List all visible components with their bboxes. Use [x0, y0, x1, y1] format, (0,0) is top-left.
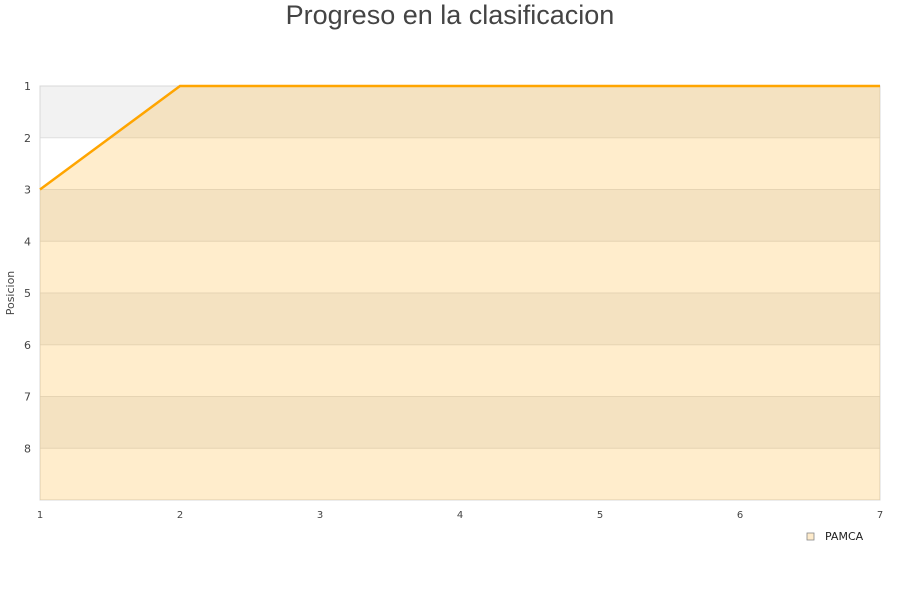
y-tick-label: 3	[24, 184, 31, 197]
series-line	[39, 84, 880, 191]
y-tick-label: 4	[24, 235, 31, 248]
grid-band	[40, 189, 880, 242]
y-tick-label: 7	[24, 391, 31, 404]
legend-swatch	[806, 532, 815, 541]
grid-band	[40, 293, 880, 345]
y-axis-label: Posicion	[4, 271, 17, 316]
y-tick-label: 2	[24, 132, 31, 145]
y-tick-label: 5	[24, 287, 31, 300]
grid-band	[40, 344, 880, 397]
y-tick-label: 8	[24, 442, 31, 455]
grid-band	[40, 241, 880, 293]
grid-band	[40, 86, 880, 138]
legend-label: PAMCA	[825, 530, 864, 543]
chart-title: Progreso en la clasificacion	[285, 0, 615, 30]
grid-band	[40, 448, 880, 500]
x-tick-label: 7	[877, 510, 883, 521]
y-tick-label: 6	[24, 339, 31, 352]
grid-band	[40, 396, 880, 449]
x-tick-label: 1	[37, 510, 43, 521]
x-tick-label: 2	[177, 510, 183, 521]
x-tick-label: 4	[457, 510, 463, 521]
grid-band	[40, 137, 880, 190]
y-tick-label: 1	[24, 80, 31, 93]
x-tick-label: 5	[597, 510, 603, 521]
series-area	[40, 86, 880, 500]
x-tick-label: 3	[317, 510, 323, 521]
x-tick-label: 6	[737, 510, 743, 521]
